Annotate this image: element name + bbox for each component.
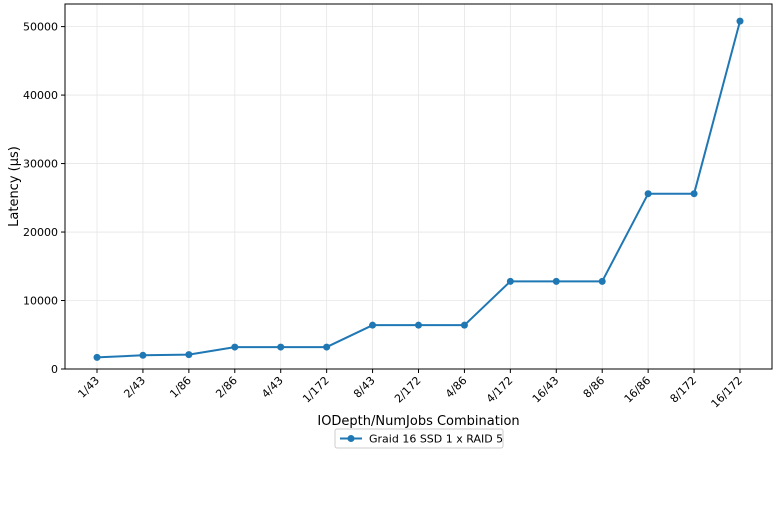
y-axis-ticks: 0 10000 20000 30000 40000 50000 xyxy=(23,21,65,376)
x-tick-label: 16/86 xyxy=(622,374,654,406)
y-tick-label: 50000 xyxy=(23,21,58,34)
y-tick-label: 0 xyxy=(51,363,58,376)
data-point xyxy=(736,17,744,25)
data-point xyxy=(323,343,331,351)
data-point xyxy=(277,343,285,351)
data-point xyxy=(690,190,698,198)
data-point xyxy=(185,351,193,359)
series-group xyxy=(93,17,744,361)
x-axis-ticks: 1/43 2/43 1/86 2/86 4/43 1/172 8/43 2/172 4/86 4/… xyxy=(75,369,745,410)
x-tick-label: 2/86 xyxy=(213,374,240,401)
x-tick-label: 8/86 xyxy=(581,374,608,401)
x-tick-label: 1/172 xyxy=(300,374,332,406)
y-tick-label: 40000 xyxy=(23,89,58,102)
x-tick-label: 16/172 xyxy=(709,374,746,411)
data-point xyxy=(139,351,147,359)
x-tick-label: 1/86 xyxy=(167,374,194,401)
x-tick-label: 8/43 xyxy=(351,374,378,401)
x-tick-label: 4/172 xyxy=(484,374,516,406)
data-point xyxy=(415,321,422,329)
y-tick-label: 20000 xyxy=(23,226,58,239)
data-point xyxy=(552,277,560,285)
legend: Graid 16 SSD 1 x RAID 5 xyxy=(334,428,504,449)
data-point xyxy=(598,277,606,285)
x-tick-label: 2/172 xyxy=(392,374,424,406)
data-point xyxy=(93,353,101,361)
legend-series-marker xyxy=(347,435,355,442)
data-point xyxy=(644,190,652,198)
y-tick-label: 30000 xyxy=(23,158,58,171)
data-point xyxy=(460,321,468,329)
x-tick-label: 8/172 xyxy=(668,374,700,406)
x-axis-title: IODepth/NumJobs Combination xyxy=(317,414,519,429)
x-tick-label: 4/86 xyxy=(443,374,470,401)
x-tick-label: 4/43 xyxy=(259,374,286,401)
grid-lines xyxy=(65,4,772,370)
x-tick-label: 2/43 xyxy=(121,374,148,401)
data-point xyxy=(369,321,377,329)
x-tick-label: 16/43 xyxy=(530,374,562,406)
legend-box xyxy=(334,428,504,449)
y-tick-label: 10000 xyxy=(23,295,58,308)
data-point xyxy=(506,277,514,285)
legend-series-label: Graid 16 SSD 1 x RAID 5 xyxy=(369,433,503,446)
y-axis-title: Latency (μs) xyxy=(7,146,22,227)
x-tick-label: 1/43 xyxy=(75,374,102,401)
data-point xyxy=(231,343,239,351)
